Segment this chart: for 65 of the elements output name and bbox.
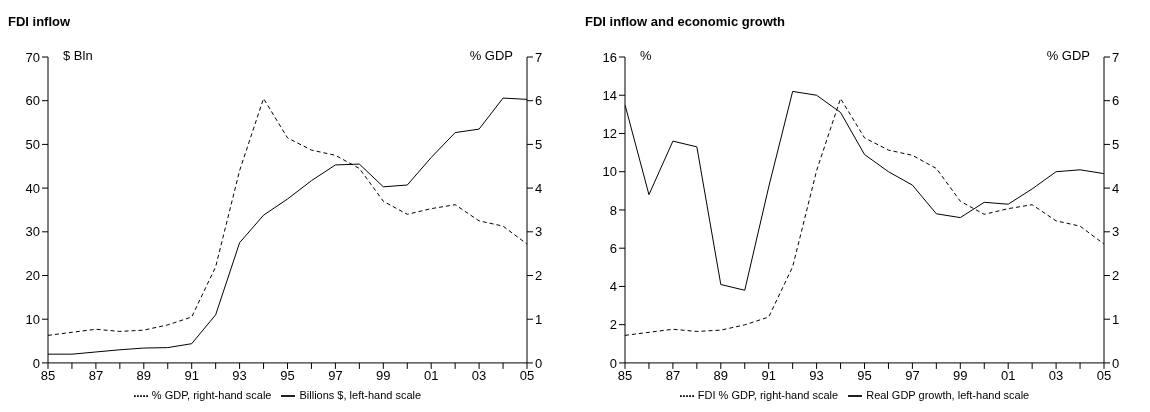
legend-label: Real GDP growth, left-hand scale: [866, 388, 1030, 401]
x-tick-label: 95: [857, 368, 872, 384]
x-tick-label: 05: [1096, 368, 1112, 384]
x-tick-label: 87: [665, 368, 681, 384]
y-tick-label: 50: [25, 137, 40, 153]
chart-title: FDI inflow and economic growth: [585, 14, 787, 29]
y-tick-label: 4: [609, 279, 617, 295]
y2-tick-label: 1: [1112, 311, 1120, 327]
y-tick-label: 6: [609, 240, 617, 256]
y-axis-title: %: [640, 48, 652, 63]
x-tick-label: 91: [184, 368, 199, 384]
x-tick-label: 93: [232, 368, 247, 384]
x-tick-label: 87: [88, 368, 104, 384]
y2-tick-label: 6: [1112, 93, 1120, 109]
x-tick-label: 85: [617, 368, 633, 384]
y2-tick-label: 6: [535, 93, 543, 109]
x-tick-label: 05: [519, 368, 535, 384]
y-tick-label: 2: [609, 317, 617, 333]
y-axis-title: $ Bln: [63, 48, 93, 63]
y2-tick-label: 0: [535, 355, 543, 371]
y2-tick-label: 0: [1112, 355, 1120, 371]
y2-tick-label: 1: [535, 311, 543, 327]
y2-tick-label: 5: [1112, 137, 1120, 153]
x-tick-label: 99: [376, 368, 391, 384]
chart-title: FDI inflow: [8, 14, 72, 29]
y-tick-label: 8: [609, 202, 617, 218]
y2-tick-label: 2: [1112, 268, 1120, 284]
y-tick-label: 40: [25, 180, 40, 196]
x-tick-label: 91: [761, 368, 776, 384]
x-tick-label: 03: [1048, 368, 1064, 384]
y2-tick-label: 4: [535, 180, 543, 196]
y2-tick-label: 3: [535, 224, 543, 240]
x-tick-label: 93: [809, 368, 824, 384]
y-tick-label: 30: [25, 224, 40, 240]
y-tick-label: 20: [25, 268, 40, 284]
x-tick-label: 01: [423, 368, 439, 384]
x-tick-label: 89: [713, 368, 729, 384]
legend-label: FDI % GDP, right-hand scale: [697, 388, 839, 401]
y-tick-label: 14: [602, 87, 617, 103]
y-tick-label: 12: [602, 126, 617, 142]
x-tick-label: 97: [328, 368, 343, 384]
y-tick-label: 10: [602, 164, 617, 180]
y-tick-label: 10: [25, 311, 40, 327]
y2-tick-label: 7: [535, 49, 543, 65]
y-tick-label: 0: [32, 355, 40, 371]
legend-label: Billions $, left-hand scale: [299, 388, 422, 401]
x-tick-label: 85: [40, 368, 56, 384]
x-tick-label: 03: [471, 368, 487, 384]
y2-tick-label: 5: [535, 137, 543, 153]
y-tick-label: 60: [25, 93, 40, 109]
legend-label: % GDP, right-hand scale: [151, 388, 272, 401]
y2-axis-title: % GDP: [1046, 48, 1090, 63]
y2-tick-label: 7: [1112, 49, 1120, 65]
y2-axis-title: % GDP: [469, 48, 513, 63]
x-tick-label: 89: [136, 368, 152, 384]
x-tick-label: 99: [953, 368, 968, 384]
y-tick-label: 16: [602, 49, 617, 65]
y-tick-label: 70: [25, 49, 40, 65]
y2-tick-label: 3: [1112, 224, 1120, 240]
y2-tick-label: 4: [1112, 180, 1120, 196]
x-tick-label: 95: [280, 368, 295, 384]
y2-tick-label: 2: [535, 268, 543, 284]
y-tick-label: 0: [609, 355, 617, 371]
x-tick-label: 01: [1000, 368, 1016, 384]
x-tick-label: 97: [905, 368, 920, 384]
